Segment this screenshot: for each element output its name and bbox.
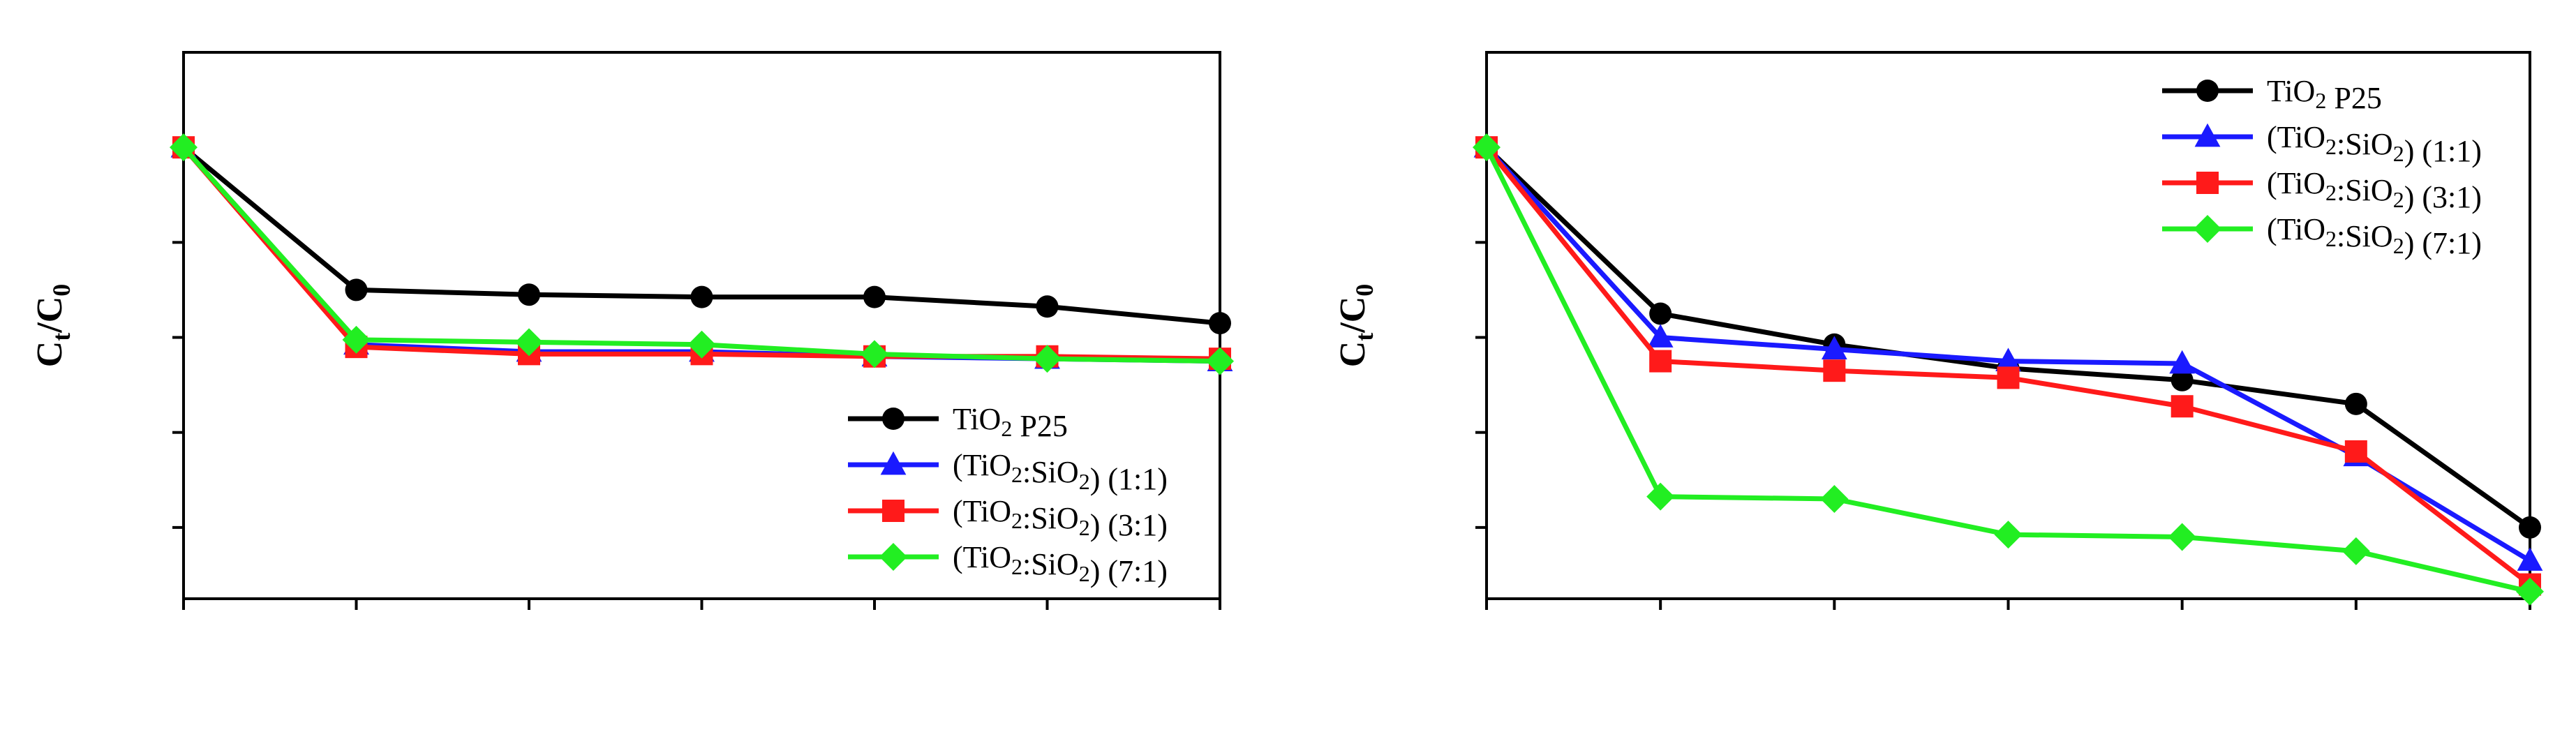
data-point	[1994, 521, 2023, 549]
data-point	[1649, 350, 1672, 373]
legend-marker	[880, 451, 907, 475]
legend-marker	[2194, 215, 2221, 243]
data-point	[345, 278, 368, 301]
data-point	[342, 325, 371, 354]
data-point	[1820, 485, 1849, 514]
data-point	[518, 283, 540, 306]
legend-marker	[882, 408, 904, 430]
data-point	[1997, 366, 2020, 389]
legend-marker	[2194, 123, 2221, 147]
data-point	[1821, 336, 1847, 359]
legend-label: TiO2 P25	[2267, 74, 2382, 115]
data-point	[861, 340, 888, 368]
y-axis-title: Ct/C0	[1333, 284, 1378, 368]
data-point	[1206, 347, 1234, 375]
data-point	[2519, 516, 2541, 539]
data-point	[515, 328, 543, 357]
legend-label: TiO2 P25	[953, 402, 1068, 443]
series-line	[181, 145, 1221, 361]
legend-entry: (TiO2:SiO2) (1:1)	[848, 448, 1168, 496]
legend-entry: (TiO2:SiO2) (1:1)	[2162, 120, 2482, 168]
legend-entry: (TiO2:SiO2) (7:1)	[848, 540, 1168, 588]
data-point	[2171, 368, 2194, 391]
data-point	[2171, 395, 2194, 418]
legend-entry: (TiO2:SiO2) (3:1)	[2162, 166, 2482, 214]
legend-label: (TiO2:SiO2) (7:1)	[2267, 212, 2482, 260]
data-point	[1036, 295, 1059, 318]
legend-entry: (TiO2:SiO2) (7:1)	[2162, 212, 2482, 260]
data-point	[170, 133, 198, 162]
data-point	[1647, 324, 1674, 348]
data-point	[1995, 348, 2021, 371]
legend-marker	[2196, 80, 2219, 102]
legend-entry: (TiO2:SiO2) (3:1)	[848, 494, 1168, 542]
data-point	[2344, 440, 2367, 463]
legend-label: (TiO2:SiO2) (7:1)	[953, 540, 1168, 588]
data-point	[1646, 482, 1675, 511]
data-point	[2168, 523, 2196, 551]
legend-label: (TiO2:SiO2) (3:1)	[2267, 166, 2482, 214]
legend-marker	[2196, 172, 2219, 194]
data-point	[2517, 547, 2543, 571]
legend-label: (TiO2:SiO2) (1:1)	[953, 448, 1168, 496]
data-point	[1473, 133, 1501, 162]
data-point	[2516, 577, 2544, 606]
y-axis-title: Ct/C0	[30, 284, 75, 368]
data-point	[2169, 350, 2196, 374]
data-point	[1209, 312, 1231, 335]
data-point	[1823, 359, 1846, 382]
legend-marker	[879, 543, 907, 571]
legend-label: (TiO2:SiO2) (1:1)	[2267, 120, 2482, 168]
legend-entry: TiO2 P25	[848, 402, 1068, 443]
data-point	[2342, 537, 2370, 565]
legend-marker	[882, 500, 904, 522]
data-point	[1649, 302, 1672, 325]
data-point	[687, 330, 716, 359]
legend-entry: TiO2 P25	[2162, 74, 2382, 115]
legend-label: (TiO2:SiO2) (3:1)	[953, 494, 1168, 542]
data-point	[1033, 345, 1062, 373]
data-point	[863, 285, 886, 308]
data-point	[2344, 392, 2367, 415]
data-point	[690, 285, 713, 308]
